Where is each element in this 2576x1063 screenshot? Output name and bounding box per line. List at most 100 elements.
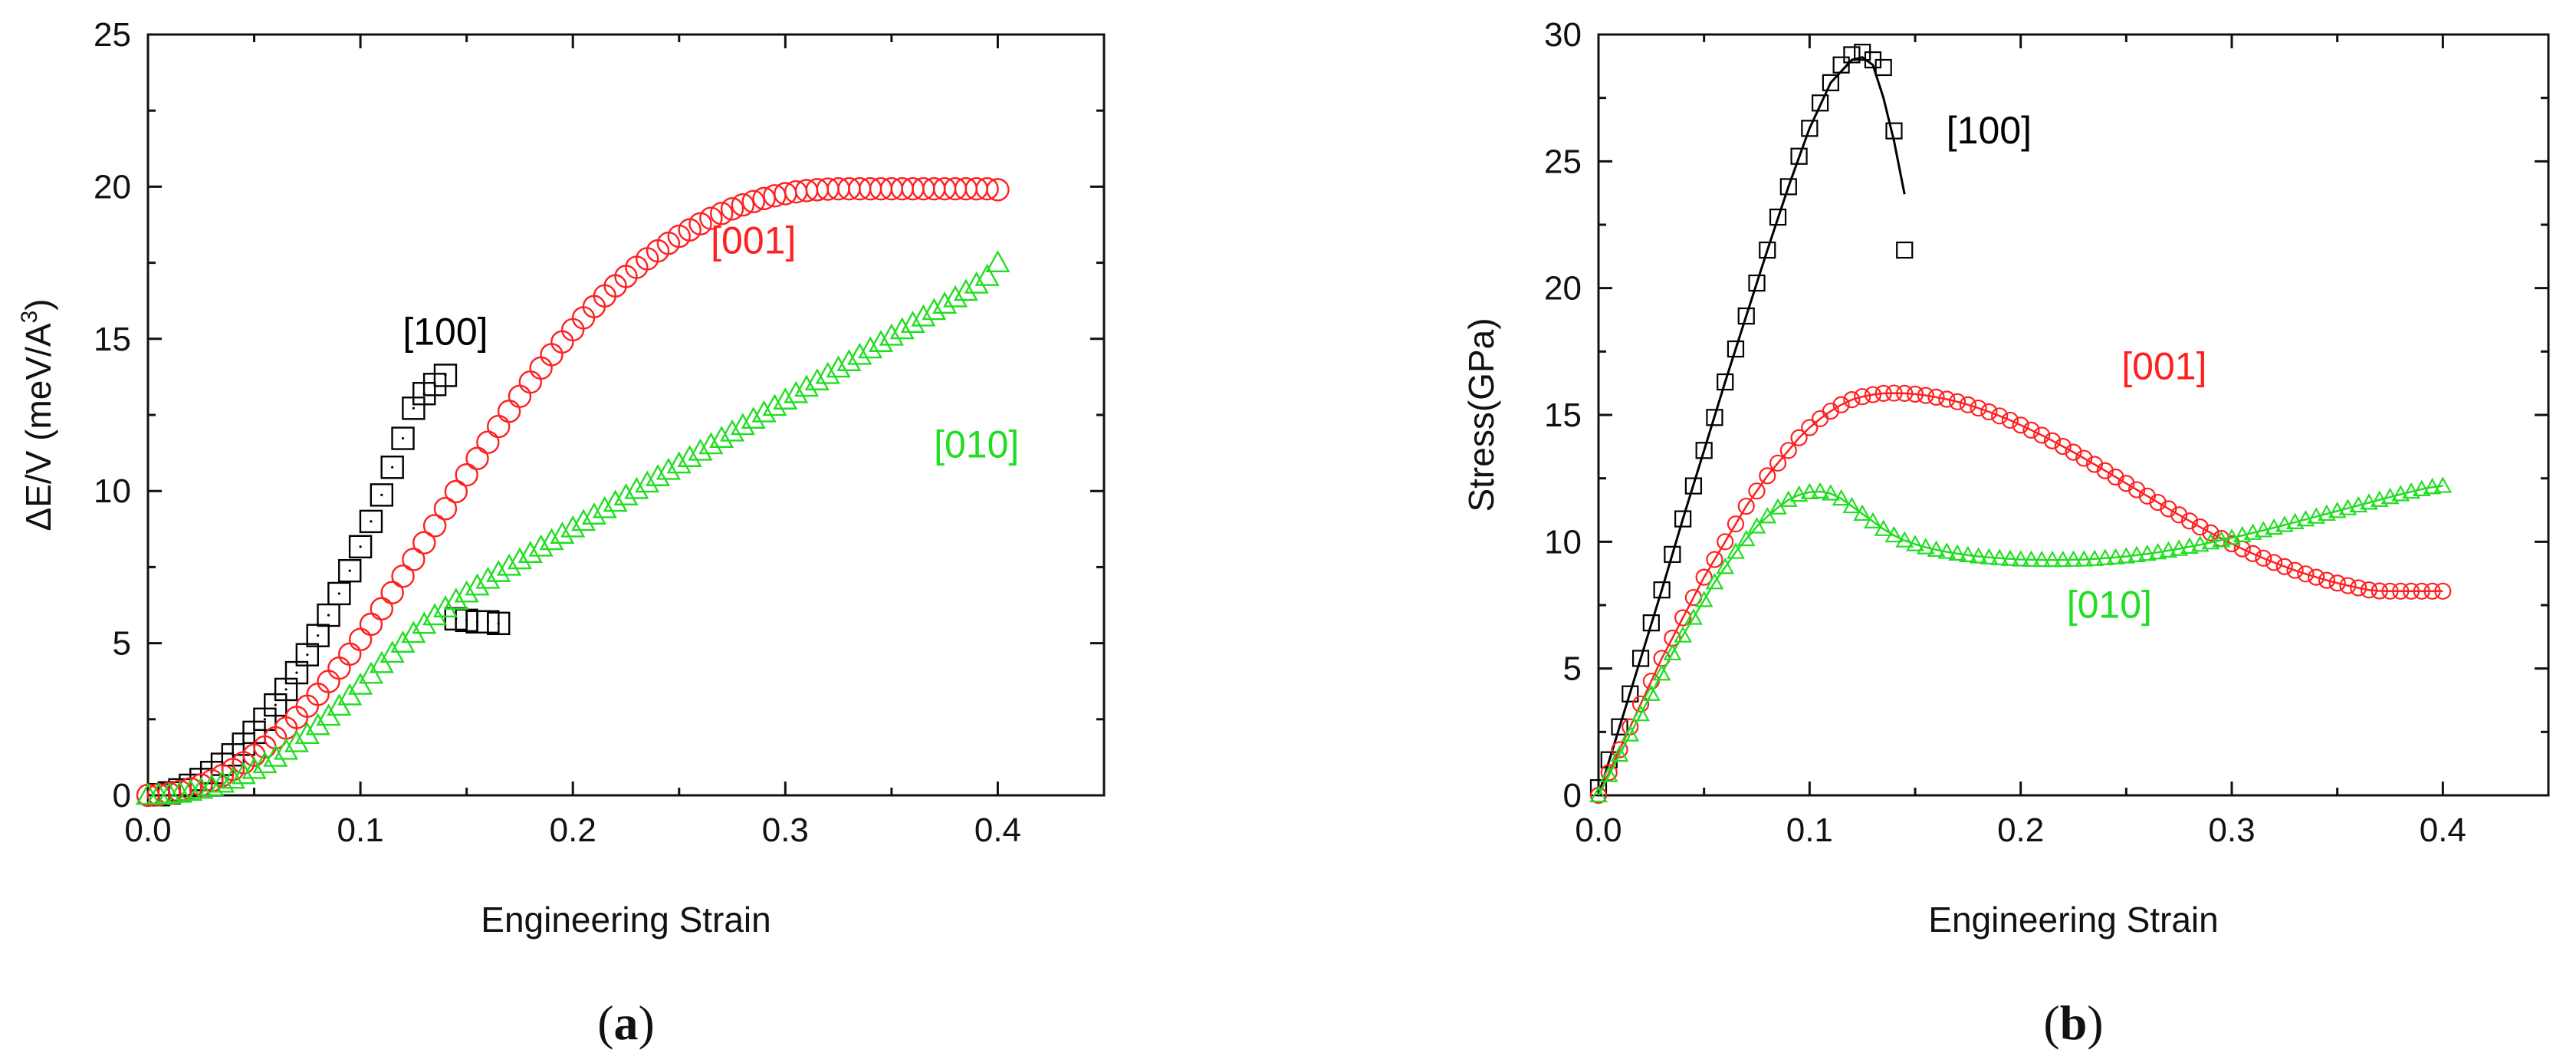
data-point-010-b — [2391, 485, 2410, 502]
data-point-010-a — [804, 368, 830, 390]
data-point-001-b — [1885, 384, 1903, 402]
data-point-001-a — [433, 497, 458, 521]
data-point-001-b — [1790, 429, 1808, 446]
data-point-010-a — [942, 285, 968, 308]
data-point-010-a — [199, 774, 225, 796]
data-point-010-a — [178, 778, 203, 801]
data-point-010-b — [1694, 591, 1714, 607]
series-annotation-010-a: [010] — [934, 423, 1019, 466]
data-point-100-a-dot — [306, 653, 309, 657]
data-point-001-b — [2075, 449, 2093, 467]
series-line-010-b — [1597, 485, 2443, 796]
data-point-100-b — [1832, 56, 1850, 74]
data-point-100-a-dot — [444, 374, 447, 377]
data-point-001-b — [1695, 568, 1713, 586]
data-point-010-b — [2106, 548, 2125, 564]
data-point-010-b — [1631, 704, 1650, 722]
data-point-010-a — [784, 380, 809, 403]
data-point-100-a — [391, 426, 415, 450]
data-point-001-a — [317, 670, 340, 693]
data-point-001-a — [359, 612, 383, 637]
x-tick-label-a: 0.2 — [550, 811, 596, 849]
data-point-010-b — [2180, 537, 2199, 555]
data-point-001-b — [2054, 437, 2072, 456]
data-point-010-a — [581, 502, 606, 525]
data-point-010-a — [358, 661, 384, 684]
chart-panel-b: 0.0 0.1 0.2 0.3 0.4 0 5 10 15 20 25 30 Engineering S… — [1461, 16, 2550, 1050]
data-point-010-a — [911, 304, 936, 327]
data-point-100-a-dot — [327, 614, 330, 617]
panel-label-close-a: ) — [639, 996, 655, 1050]
data-point-001-b — [2160, 500, 2177, 518]
data-point-001-b — [2065, 443, 2082, 461]
panel-label-letter-b: b — [2060, 996, 2088, 1050]
data-point-010-a — [751, 400, 777, 423]
data-point-001-b — [2318, 571, 2335, 589]
series-010-b — [1589, 476, 2453, 803]
data-point-010-a — [741, 406, 766, 429]
data-point-010-a — [698, 432, 724, 455]
data-point-001-a — [476, 430, 500, 454]
data-point-010-a — [497, 553, 522, 576]
data-point-001-b — [1674, 609, 1692, 627]
data-point-100-b — [1779, 178, 1797, 196]
data-point-010-b — [2275, 515, 2294, 532]
data-point-010-b — [1800, 482, 1819, 499]
data-point-001-b — [2381, 582, 2399, 600]
data-point-001-b — [2022, 421, 2040, 439]
data-point-010-a — [252, 751, 278, 774]
data-point-010-b — [2001, 549, 2019, 566]
y-tick-label-b: 30 — [1544, 16, 1582, 54]
data-point-001-a — [412, 531, 436, 555]
data-point-010-b — [1853, 504, 1872, 522]
data-point-001-b — [2360, 581, 2378, 599]
panel-label-b: (b) — [2043, 996, 2103, 1050]
data-point-010-b — [2265, 518, 2283, 535]
data-point-100-a-dot — [317, 634, 320, 637]
y-axis-title-sup-a: 3 — [17, 311, 42, 324]
data-point-100-a-dot — [370, 520, 373, 523]
data-point-001-a — [370, 597, 394, 620]
data-point-001-b — [1611, 741, 1628, 759]
data-point-001-b — [2012, 416, 2029, 434]
series-annotation-010-b: [010] — [2067, 584, 2152, 627]
data-point-010-b — [1705, 572, 1724, 590]
data-point-001-b — [1854, 388, 1871, 406]
data-point-010-a — [794, 374, 820, 397]
data-point-001-b — [1875, 384, 1892, 402]
data-point-010-b — [2137, 544, 2157, 561]
data-point-001-b — [1991, 407, 2009, 425]
data-point-010-b — [1716, 558, 1735, 574]
series-annotation-100-b: [100] — [1947, 109, 2032, 152]
data-point-010-b — [1821, 484, 1840, 501]
data-point-010-b — [2349, 495, 2368, 513]
data-point-100-a — [370, 483, 394, 507]
data-point-010-a — [613, 483, 639, 505]
data-point-010-b — [2233, 525, 2252, 543]
data-point-100-b — [1664, 545, 1681, 563]
data-point-010-b — [2117, 547, 2136, 564]
data-point-010-a — [167, 780, 192, 803]
data-point-100-b — [1706, 409, 1723, 426]
data-point-001-b — [2255, 549, 2272, 567]
data-point-100-a — [359, 509, 383, 534]
data-point-010-b — [1663, 643, 1682, 660]
data-point-010-a — [422, 603, 448, 626]
data-point-010-a — [571, 508, 596, 532]
data-point-100-a-dot — [252, 731, 256, 734]
data-point-001-b — [2402, 582, 2420, 600]
data-point-010-b — [2254, 521, 2273, 538]
data-point-001-b — [1737, 497, 1755, 515]
x-tick-label-b: 0.0 — [1575, 811, 1622, 849]
data-point-001-b — [2043, 432, 2062, 449]
data-point-100-b — [1674, 510, 1692, 528]
data-point-010-a — [518, 541, 543, 563]
data-point-100-b — [1896, 241, 1914, 259]
data-point-010-a — [432, 595, 458, 617]
data-point-001-b — [2328, 574, 2346, 592]
data-point-010-b — [1641, 684, 1661, 701]
data-point-010-a — [635, 470, 660, 493]
data-point-010-a — [603, 489, 628, 512]
data-point-010-a — [284, 729, 310, 752]
data-point-001-b — [1843, 391, 1861, 409]
